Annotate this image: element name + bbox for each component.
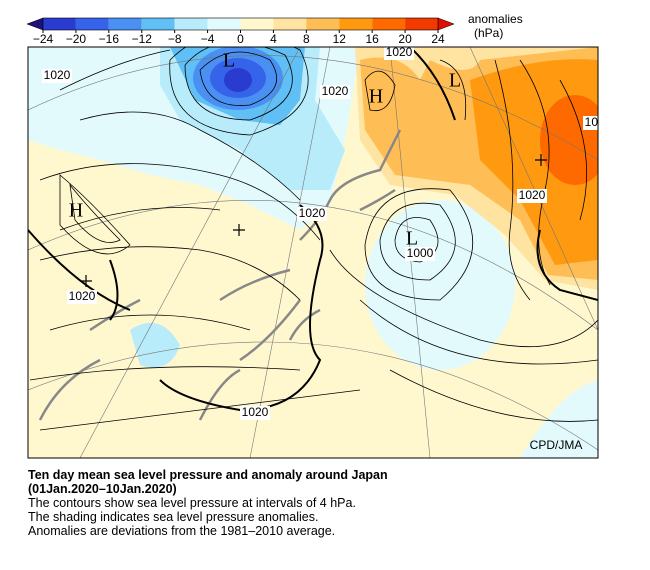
colorbar-tick-label: −16 [99,32,120,46]
colorbar-segment [141,18,175,30]
colorbar-label: anomalies [468,12,523,26]
center-marker [233,224,245,236]
contour-label-bg [405,247,435,261]
contour-label-bg [67,290,97,304]
colorbar-tick-label: 20 [398,32,412,46]
colorbar-segment [372,18,406,30]
colorbar-segment [405,18,438,30]
colorbar-segment [207,18,241,30]
colorbar-tick-label: 0 [237,32,244,46]
map: 1020 1020 1020 1020 1020 1020 1000 1020 1020 H H L L… [28,45,612,458]
coastline [38,129,402,421]
pressure-center: H [369,86,383,108]
contour-label-bg [320,85,350,99]
colorbar-segment [108,18,142,30]
colorbar-tick-label: −8 [168,32,182,46]
contour-label-bg [42,69,72,83]
contour-label: 1020 [322,84,349,98]
contour-label-bg [384,47,414,60]
contour-label-bg [297,207,327,221]
contour-label: 1020 [69,289,96,303]
anomaly-negative-area [130,322,180,368]
contour-label-bg [583,116,598,130]
contour-label: 1020 [585,115,612,129]
colorbar-segment [240,18,274,30]
colorbar-tick-label: 4 [270,32,277,46]
credit: CPD/JMA [530,438,583,452]
colorbar-tick-label: 12 [333,32,347,46]
colorbar-tick-label: 8 [303,32,310,46]
colorbar-unit: (hPa) [474,26,503,40]
caption-title: Ten day mean sea level pressure and anom… [28,468,388,482]
colorbar: −24 −20 −16 −12 −8 −4 0 4 8 12 16 20 24 [26,17,455,46]
graticule [28,47,598,458]
pressure-center: L [223,50,235,72]
colorbar-segment [174,18,208,30]
colorbar-segment [339,18,373,30]
contour-label-bg [517,189,547,203]
center-marker [80,275,92,287]
colorbar-segment [43,18,76,30]
map-frame [27,46,599,459]
contour-label: 1020 [242,405,269,419]
pressure-center: L [406,228,418,250]
contour-label: 1020 [44,68,71,82]
colorbar-segment [306,18,340,30]
colorbar-segment [75,18,109,30]
isobar [29,47,598,431]
anomaly-positive-area [540,95,598,185]
anomaly-positive-area [90,170,230,250]
caption-line: The shading indicates sea level pressure… [28,510,318,524]
colorbar-arrow [437,17,455,31]
caption-period: (01Jan.2020–10Jan.2020) [28,482,177,496]
caption-line: The contours show sea level pressure at … [28,496,356,510]
pressure-center: L [449,70,461,92]
colorbar-tick-label: −20 [66,32,87,46]
colorbar-tick-label: −4 [201,32,215,46]
contour-label-bg [240,406,270,420]
colorbar-segment [273,18,307,30]
colorbar-arrow [26,17,44,31]
contour-label: 1020 [519,188,546,202]
anomaly-negative-area [520,380,598,458]
contour-label: 1020 [299,206,326,220]
anomaly-negative-area [365,200,515,370]
contour-label: 1000 [407,246,434,260]
isobar-1020 [28,47,598,412]
colorbar-tick-label: 16 [365,32,379,46]
colorbar-tick-label: −12 [132,32,153,46]
colorbar-tick-label: 24 [431,32,445,46]
contour-label: 1020 [386,45,413,59]
anomaly-negative-area [224,68,252,92]
colorbar-tick-label: −24 [33,32,54,46]
caption-line: Anomalies are deviations from the 1981–2… [28,524,335,538]
pressure-center: H [69,200,83,222]
center-marker [535,154,547,166]
